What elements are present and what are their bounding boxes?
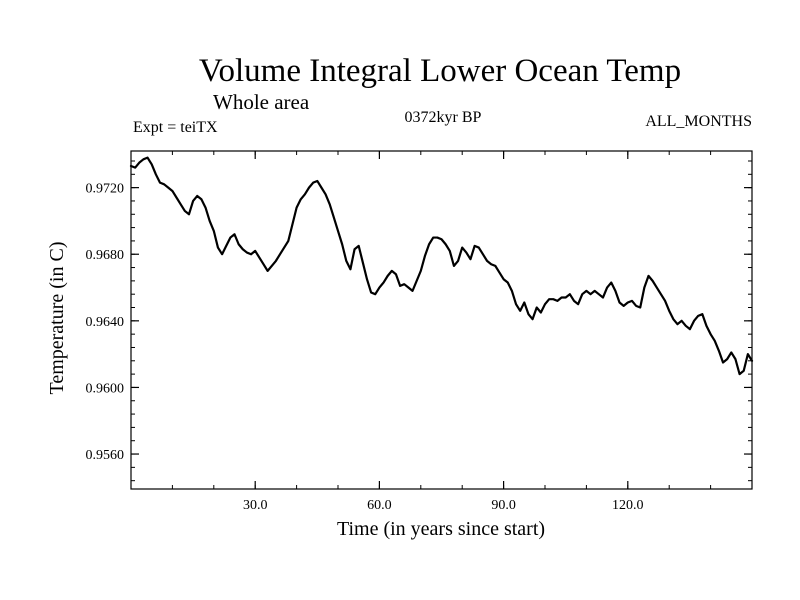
chart-title: Volume Integral Lower Ocean Temp <box>199 53 681 89</box>
months-label: ALL_MONTHS <box>645 113 752 130</box>
temperature-series-line <box>129 156 754 376</box>
chart-subtitle: Whole area <box>213 90 310 114</box>
y-tick-label: 0.9600 <box>86 381 125 396</box>
x-tick-label: 60.0 <box>367 498 392 513</box>
plot-frame <box>130 150 753 490</box>
y-tick-label: 0.9720 <box>86 182 125 197</box>
experiment-label: Expt = teiTX <box>133 119 218 136</box>
y-tick-label: 0.9560 <box>86 448 125 463</box>
y-axis-label: Temperature (in C) <box>46 242 68 395</box>
x-tick-label: 30.0 <box>243 498 268 513</box>
major-ticks <box>131 151 752 489</box>
y-tick-label: 0.9680 <box>86 248 125 263</box>
tick-labels: 30.0 60.0 90.0 120.0 0.9720 0.9680 0.9640 0.960… <box>86 182 644 513</box>
period-label: 0372kyr BP <box>405 109 482 126</box>
x-tick-label: 120.0 <box>612 498 644 513</box>
x-tick-label: 90.0 <box>491 498 516 513</box>
x-axis-label: Time (in years since start) <box>337 518 545 540</box>
y-tick-label: 0.9640 <box>86 315 125 330</box>
